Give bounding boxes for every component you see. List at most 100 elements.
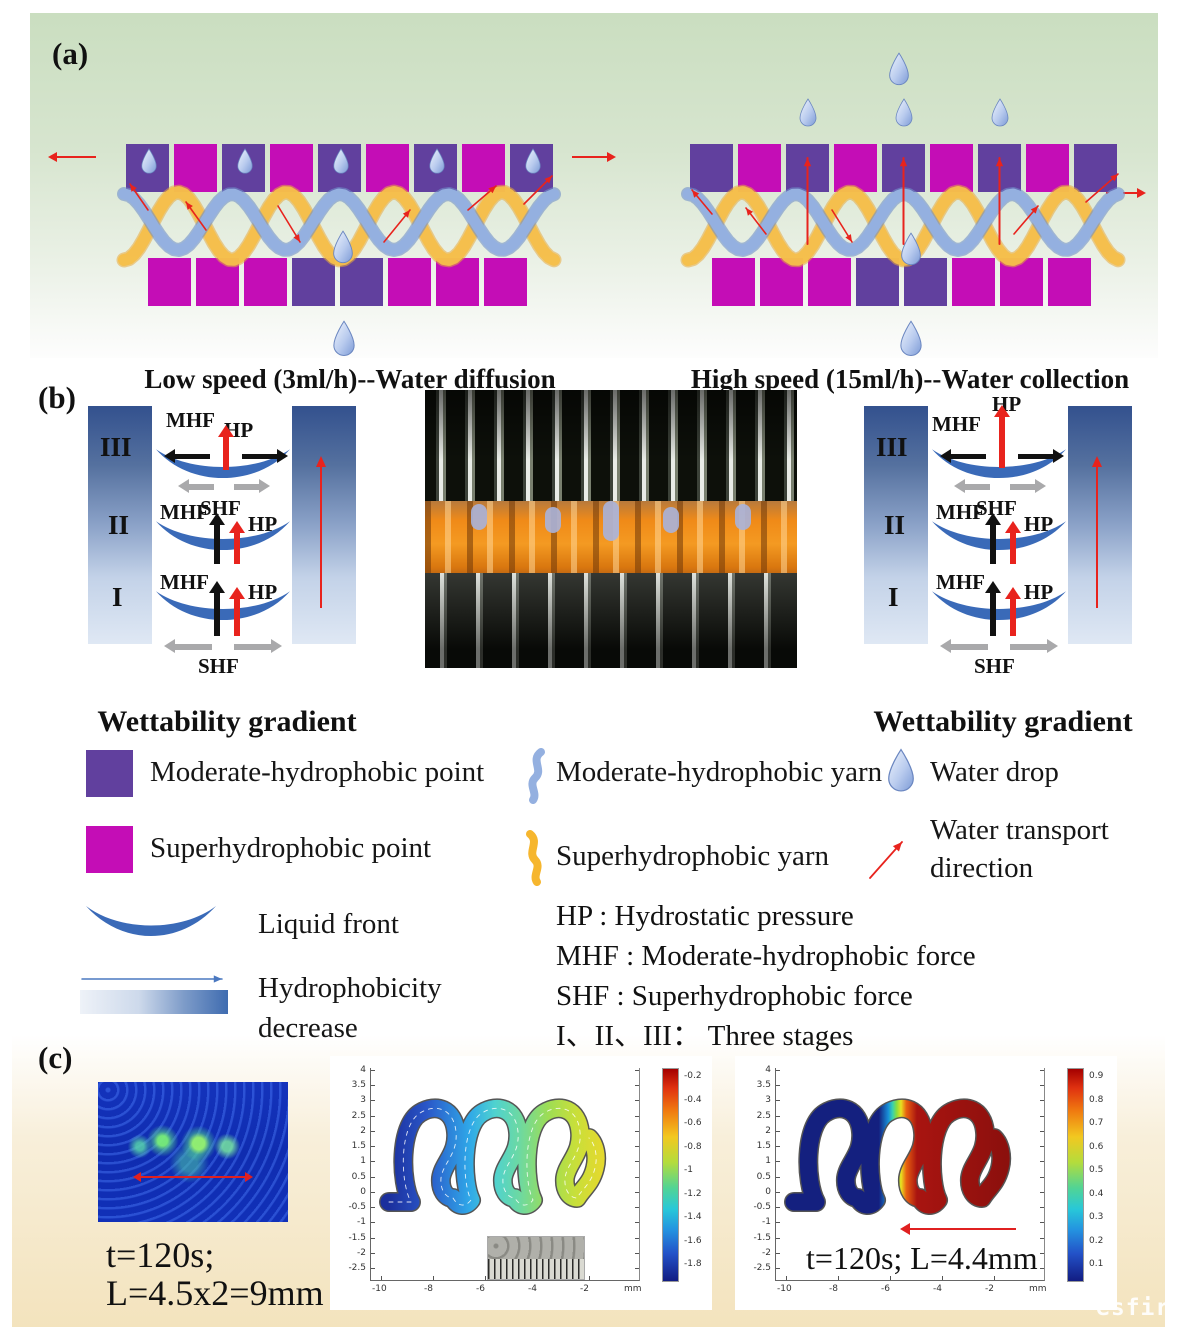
wetting-stage-diagram-left: III II I MHF HP SHF MHF HP MHF HP SHF We… [76, 398, 378, 743]
magenta-weave-point [808, 258, 851, 306]
legend-label: Water drop [930, 756, 1059, 788]
mhf-label: MHF [160, 500, 209, 524]
fabric-schematic-low-speed [116, 114, 578, 374]
water-drop-icon [237, 148, 253, 174]
legend-label: Liquid front [258, 908, 399, 940]
legend-label: Moderate-hydrophobic point [150, 756, 485, 788]
needles-bottom [425, 573, 797, 668]
shf-arrow-right [1010, 639, 1058, 653]
colorbar [662, 1068, 679, 1282]
legend-label: Superhydrophobic point [150, 832, 432, 864]
caption-high-speed: High speed (15ml/h)--Water collection [690, 364, 1130, 394]
magenta-weave-point [462, 144, 505, 192]
mhf-label: MHF [932, 412, 981, 436]
hp-label: HP [248, 512, 278, 536]
water-drop-icon [139, 148, 159, 180]
shf-arrow-left [940, 639, 988, 653]
magenta-weave-point [148, 258, 191, 306]
mhf-label: MHF [936, 570, 985, 594]
shf-arrow-right [234, 639, 282, 653]
legend-label: Moderate-hydrophobic yarn [556, 756, 883, 788]
water-drop-icon [991, 98, 1009, 127]
wettability-gradient-bar-right [1068, 406, 1132, 644]
wetted-length-arrow [133, 1171, 253, 1182]
definition-mhf: MHF : Moderate-hydrophobic force [556, 940, 976, 972]
stitch-ruler-inset-photo [487, 1236, 585, 1280]
water-drop-icon [799, 98, 817, 127]
fabric-schematic-high-speed [680, 52, 1142, 374]
legend-label: direction [930, 852, 1034, 884]
water-drop-icon [900, 320, 922, 356]
mhf-arrow [985, 581, 1001, 636]
magenta-weave-point [952, 258, 995, 306]
hp-arrow [229, 521, 245, 564]
water-drop-icon [333, 148, 349, 174]
watermark: esfirm.c [1096, 1295, 1177, 1321]
thermal-caption-length: L=4.5x2=9mm [106, 1273, 324, 1313]
mhf-arrow-right [1018, 449, 1064, 463]
definition-hp: HP : Hydrostatic pressure [556, 900, 854, 932]
stage-ii-label: II [108, 510, 130, 540]
stage-iii-label: III [876, 432, 908, 462]
knitting-machine-photo [425, 390, 797, 668]
definition-shf: SHF : Superhydrophobic force [556, 980, 913, 1012]
water-drop-icon [893, 98, 915, 133]
legend-label: Hydrophobicity [258, 972, 442, 1004]
magenta-weave-point [1048, 258, 1091, 306]
blue-yarn-swatch [522, 748, 550, 809]
shf-arrow-right [234, 479, 270, 493]
mhf-arrow-left [164, 449, 210, 463]
liquid-front-curve [155, 521, 291, 551]
hp-arrow [229, 587, 245, 636]
shf-arrow-right [1010, 479, 1046, 493]
water-drop-icon [884, 748, 918, 799]
hp-label: HP [1024, 512, 1054, 536]
water-spread-arrow-left [48, 152, 96, 162]
panel-b-label: (b) [38, 380, 76, 415]
stage-iii-label: III [100, 432, 132, 462]
hp-arrow [994, 405, 1010, 468]
purple-weave-point [340, 258, 383, 306]
mhf-arrow [985, 513, 1001, 564]
shf-arrow-left [164, 639, 212, 653]
mhf-label: MHF [936, 500, 985, 524]
purple-weave-point [904, 258, 947, 306]
purple-weave-point [690, 144, 733, 192]
water-drop-icon [333, 230, 353, 264]
magenta-weave-point [738, 144, 781, 192]
magenta-weave-point [1026, 144, 1069, 192]
wetting-direction-arrow [316, 456, 326, 608]
water-drop-icon [525, 148, 541, 174]
water-drop-icon [886, 52, 912, 92]
magenta-weave-point [712, 258, 755, 306]
stage-ii-label: II [884, 510, 906, 540]
water-front-arrow [900, 1223, 1016, 1235]
mhf-arrow-right [242, 449, 288, 463]
water-drop-icon [895, 98, 913, 127]
shf-arrow-left [178, 479, 214, 493]
magenta-weave-point [484, 258, 527, 306]
wettability-gradient-caption: Wettability gradient [873, 705, 1133, 738]
water-drop-icon [330, 230, 356, 270]
mhf-label: MHF [166, 408, 215, 432]
plot-annotation: t=120s; L=4.4mm [806, 1240, 1038, 1276]
hp-label: HP [248, 580, 278, 604]
mhf-arrow-left [940, 449, 986, 463]
panel-a-label: (a) [52, 36, 89, 71]
shf-label: SHF [198, 654, 239, 678]
wettability-gradient-bar-right [292, 406, 356, 644]
mhf-arrow [209, 581, 225, 636]
wettability-gradient-bar-left [88, 406, 152, 644]
wettability-gradient-caption: Wettability gradient [97, 705, 357, 738]
hp-arrow [1005, 521, 1021, 564]
water-drop-icon [897, 320, 925, 363]
legend-label: Superhydrophobic yarn [556, 840, 830, 872]
wetting-stage-diagram-right: III II I MHF HP SHF MHF HP MHF HP SHF We… [852, 392, 1154, 743]
mhf-label: MHF [160, 570, 209, 594]
water-drop-icon [427, 148, 447, 180]
shf-label: SHF [974, 654, 1015, 678]
abbreviation-definitions: HP : Hydrostatic pressure MHF : Moderate… [556, 896, 976, 1056]
legend-label: Water transport [930, 814, 1109, 846]
thermal-caption-time: t=120s; [106, 1235, 215, 1275]
